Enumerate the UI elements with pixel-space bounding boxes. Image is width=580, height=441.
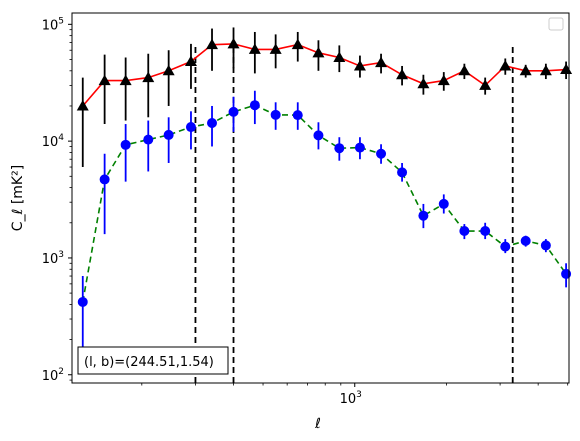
series-2-point — [376, 148, 387, 159]
series-1-point — [479, 79, 492, 90]
series-2-point — [249, 100, 260, 111]
axes-frame — [71, 12, 570, 384]
series-1-point — [417, 77, 430, 89]
series-2-point — [459, 226, 470, 237]
series-1-point — [458, 64, 471, 76]
series-2-point — [228, 106, 239, 117]
series-2-point — [292, 110, 303, 121]
series-2-point — [561, 268, 572, 279]
series-2-point — [520, 235, 531, 246]
series-1-point — [353, 59, 366, 71]
series-2-point — [418, 210, 429, 221]
series-1-point — [519, 64, 532, 76]
series-2-point — [500, 241, 511, 252]
series-1-point — [184, 55, 197, 67]
series-layer — [76, 27, 573, 351]
series-2-point — [77, 296, 88, 307]
series-2-point — [185, 122, 196, 133]
annotation-box — [77, 346, 229, 375]
series-1-point — [539, 64, 552, 76]
series-2-point — [120, 139, 131, 150]
series-1-point — [312, 46, 325, 58]
series-2-point — [143, 134, 154, 145]
series-1-point — [437, 74, 450, 86]
y-axis-label: C_ℓ [mK²] — [10, 165, 26, 231]
series-1-point — [162, 64, 175, 76]
series-2-point — [540, 240, 551, 251]
series-1-point — [248, 43, 261, 54]
series-1-point — [227, 37, 240, 49]
annotation-text: (l, b)=(244.51,1.54) — [84, 355, 214, 370]
coordinate-annotation: (l, b)=(244.51,1.54) — [77, 346, 229, 375]
series-1 — [76, 27, 573, 168]
series-2-point — [480, 226, 491, 237]
series-1-point — [291, 38, 304, 50]
series-2-point — [163, 129, 174, 140]
series-2-point — [207, 117, 218, 128]
axes-border — [71, 12, 570, 384]
series-2-point — [354, 142, 365, 153]
x-axis-label: ℓ — [314, 416, 321, 432]
series-2 — [77, 90, 572, 351]
series-1-point — [206, 38, 219, 50]
series-2-point — [99, 174, 110, 185]
series-1-point — [142, 71, 155, 83]
series-2-point — [438, 198, 449, 209]
plot-area — [72, 13, 569, 383]
series-1-point — [269, 43, 282, 54]
series-2-point — [270, 109, 281, 120]
legend — [548, 17, 564, 31]
series-2-point — [397, 167, 408, 178]
series-2-point — [334, 143, 345, 154]
series-1-point — [333, 51, 346, 62]
series-1-point — [98, 74, 111, 86]
series-1-point — [396, 68, 409, 80]
series-1-point — [119, 74, 132, 86]
series-1-point — [499, 59, 512, 71]
series-1-point — [76, 99, 89, 111]
legend-frame — [548, 17, 564, 31]
series-2-point — [313, 130, 324, 141]
series-1-point — [375, 56, 388, 68]
